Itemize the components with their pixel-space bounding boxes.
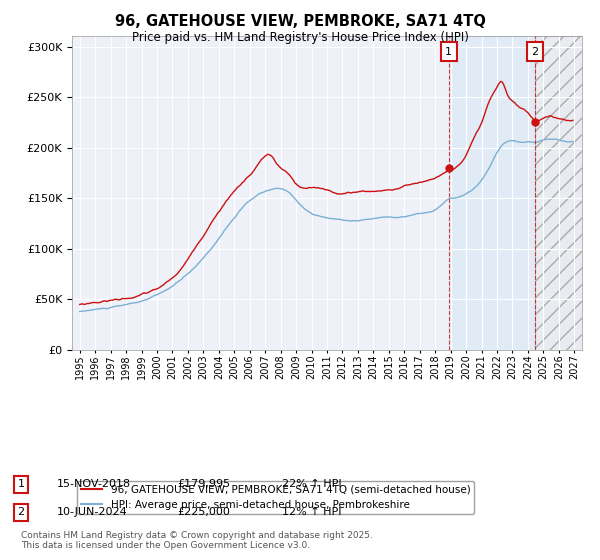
Text: 2: 2	[531, 46, 538, 57]
Text: £225,000: £225,000	[177, 507, 230, 517]
Text: 1: 1	[17, 479, 25, 489]
Text: 15-NOV-2018: 15-NOV-2018	[57, 479, 131, 489]
Text: 2: 2	[17, 507, 25, 517]
Text: Price paid vs. HM Land Registry's House Price Index (HPI): Price paid vs. HM Land Registry's House …	[131, 31, 469, 44]
Bar	[449, 36, 535, 350]
Bar	[535, 36, 582, 350]
Text: 96, GATEHOUSE VIEW, PEMBROKE, SA71 4TQ: 96, GATEHOUSE VIEW, PEMBROKE, SA71 4TQ	[115, 14, 485, 29]
Text: 22% ↑ HPI: 22% ↑ HPI	[282, 479, 341, 489]
Text: 1: 1	[445, 46, 452, 57]
Text: 10-JUN-2024: 10-JUN-2024	[57, 507, 128, 517]
Bar	[535, 36, 582, 350]
Text: Contains HM Land Registry data © Crown copyright and database right 2025.
This d: Contains HM Land Registry data © Crown c…	[21, 530, 373, 550]
Legend: 96, GATEHOUSE VIEW, PEMBROKE, SA71 4TQ (semi-detached house), HPI: Average price: 96, GATEHOUSE VIEW, PEMBROKE, SA71 4TQ (…	[77, 480, 475, 514]
Text: 12% ↑ HPI: 12% ↑ HPI	[282, 507, 341, 517]
Text: £179,995: £179,995	[177, 479, 230, 489]
